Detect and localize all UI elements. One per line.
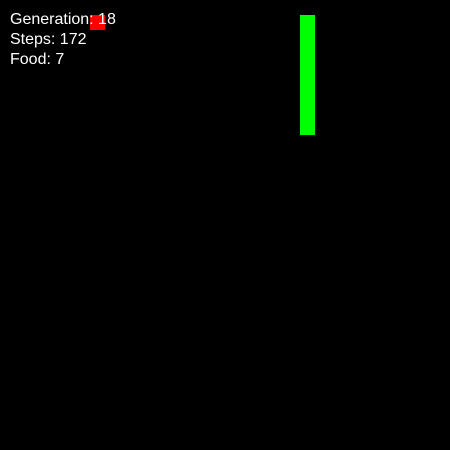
snake-segment: [300, 15, 315, 30]
snake-segment: [300, 75, 315, 90]
snake-segment: [300, 120, 315, 135]
snake-segment: [300, 60, 315, 75]
snake-segment: [300, 105, 315, 120]
hud: Generation: 18 Steps: 172 Food: 7: [10, 10, 116, 70]
food-pellet: [90, 15, 105, 30]
snake-segment: [300, 90, 315, 105]
generation-counter: Generation: 18: [10, 11, 116, 28]
snake-segment: [300, 30, 315, 45]
snake-segment: [300, 45, 315, 60]
steps-counter: Steps: 172: [10, 31, 87, 48]
food-counter: Food: 7: [10, 51, 65, 68]
